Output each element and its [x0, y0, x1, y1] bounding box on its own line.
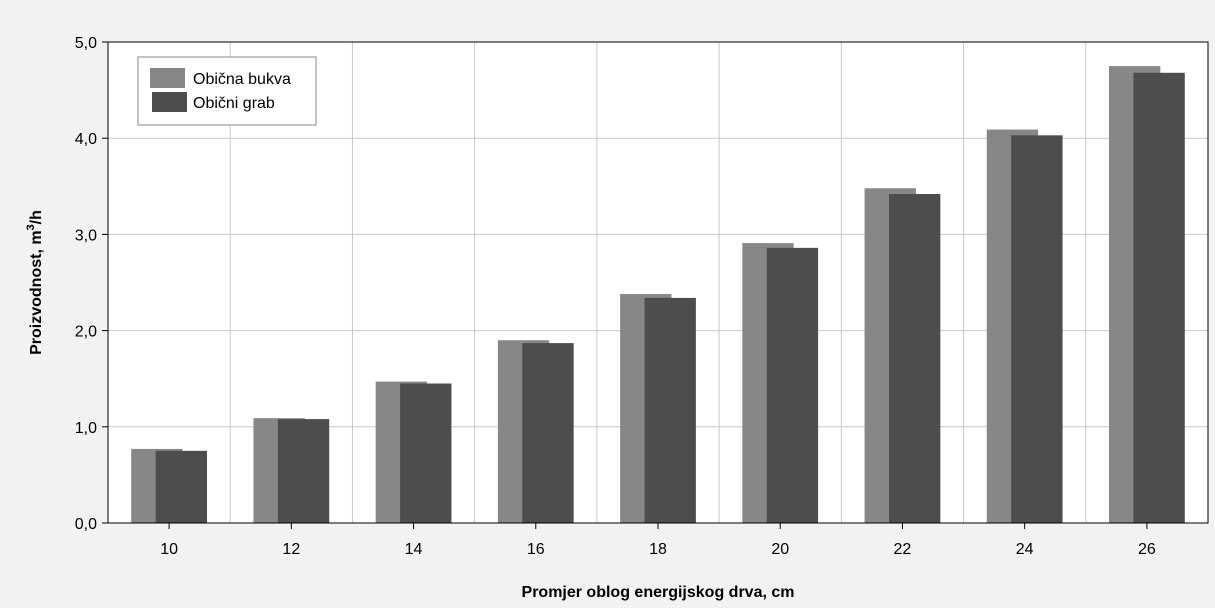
x-tick-label: 18 [649, 541, 667, 558]
y-tick-label: 0,0 [75, 516, 97, 533]
x-tick-label: 26 [1138, 541, 1156, 558]
bar-obicni-grab-10 [155, 450, 207, 523]
bar-obicni-grab-14 [400, 383, 452, 523]
y-tick-label: 5,0 [75, 35, 97, 52]
y-axis-title: Proizvodnost, m3/h [25, 210, 45, 355]
bar-obicni-grab-12 [277, 419, 330, 523]
x-tick-label: 24 [1016, 541, 1034, 558]
legend-label-obicna-bukva: Obična bukva [193, 71, 291, 88]
x-axis-title: Promjer oblog energijskog drva, cm [522, 584, 795, 601]
bar-obicni-grab-20 [766, 247, 819, 524]
bar-obicni-grab-18 [644, 297, 696, 523]
y-tick-label: 3,0 [75, 227, 97, 244]
y-tick-label: 4,0 [75, 131, 97, 148]
x-tick-label: 12 [282, 541, 300, 558]
x-tick-label: 20 [771, 541, 789, 558]
legend-label-obicni-grab: Obični grab [193, 95, 275, 112]
x-tick-label: 10 [160, 541, 178, 558]
bar-group [131, 66, 1185, 524]
legend-box [137, 56, 317, 126]
y-axis-title-tail: /h [28, 210, 45, 224]
y-tick-label: 1,0 [75, 420, 97, 437]
bar-obicni-grab-16 [522, 343, 574, 523]
y-tick-label: 2,0 [75, 324, 97, 341]
x-tick-label: 16 [527, 541, 545, 558]
x-tick-label: 14 [405, 541, 423, 558]
legend-swatch-obicna-bukva [150, 68, 185, 88]
legend-swatch-obicni-grab [152, 92, 187, 112]
y-axis-title-superscript: 3 [25, 224, 37, 230]
legend: Obična bukva Obični grab [137, 56, 317, 126]
x-tick-label: 22 [894, 541, 912, 558]
bar-obicni-grab-22 [889, 193, 941, 523]
bar-obicni-grab-26 [1133, 72, 1185, 523]
y-axis-title-main: Proizvodnost, m [28, 230, 45, 354]
bar-obicni-grab-24 [1011, 135, 1063, 523]
y-axis-ticks: 0,0 1,0 2,0 3,0 4,0 5,0 [75, 35, 108, 533]
x-axis-ticks: 10 12 14 16 18 20 22 24 26 [160, 523, 1156, 558]
